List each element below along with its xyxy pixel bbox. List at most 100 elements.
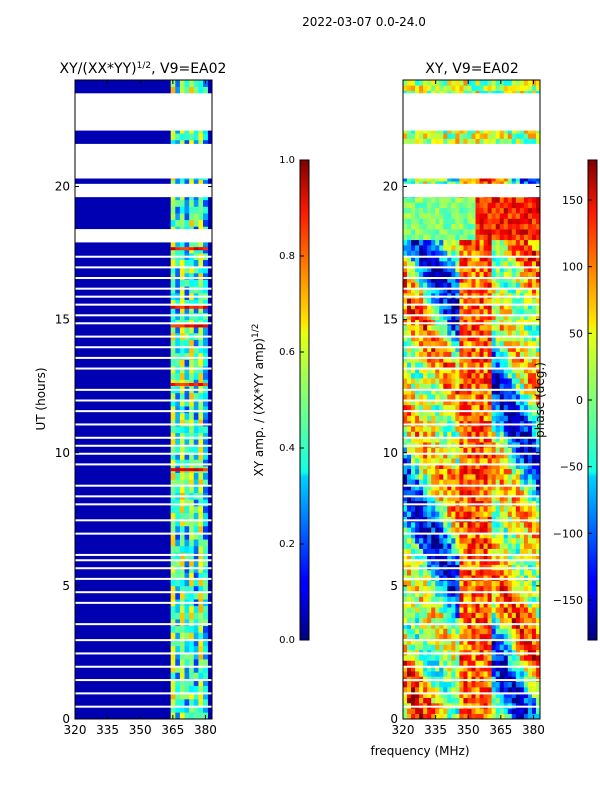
heatmap-cell bbox=[411, 692, 416, 698]
heatmap-cell bbox=[527, 250, 533, 257]
heatmap-cell bbox=[415, 175, 420, 182]
heatmap-cell bbox=[423, 633, 428, 640]
heatmap-cell bbox=[198, 712, 204, 719]
heatmap-cell bbox=[431, 607, 436, 613]
heatmap-cell bbox=[423, 490, 428, 496]
heatmap-cell bbox=[203, 519, 208, 527]
heatmap-cell bbox=[475, 644, 480, 651]
heatmap-cell bbox=[427, 537, 432, 544]
heatmap-cell bbox=[193, 412, 199, 420]
heatmap-cell bbox=[483, 553, 488, 560]
heatmap-cell bbox=[411, 202, 416, 209]
heatmap-cell bbox=[184, 672, 190, 680]
heatmap-cell bbox=[427, 234, 432, 241]
heatmap-cell bbox=[179, 382, 185, 386]
heatmap-cell bbox=[423, 474, 428, 480]
heatmap-cell bbox=[189, 382, 195, 386]
heatmap-cell bbox=[435, 362, 440, 368]
heatmap-cell bbox=[487, 521, 492, 528]
heatmap-cell bbox=[198, 579, 204, 587]
heatmap-cell bbox=[459, 511, 464, 517]
flagged-row bbox=[75, 266, 212, 269]
heatmap-cell bbox=[531, 282, 537, 288]
heatmap-cell bbox=[507, 692, 513, 698]
heatmap-cell bbox=[411, 671, 416, 677]
heatmap-cell bbox=[451, 308, 456, 315]
heatmap-cell bbox=[439, 474, 444, 480]
heatmap-cell bbox=[487, 229, 492, 235]
heatmap-cell bbox=[407, 340, 412, 347]
heatmap-cell bbox=[471, 468, 476, 475]
heatmap-cell bbox=[419, 639, 424, 645]
heatmap-cell bbox=[503, 537, 509, 544]
heatmap-cell bbox=[451, 271, 456, 278]
heatmap-cell bbox=[170, 472, 176, 480]
data-gap bbox=[403, 143, 540, 179]
heatmap-cell bbox=[507, 681, 513, 688]
heatmap-cell bbox=[403, 537, 408, 544]
heatmap-cell bbox=[535, 708, 540, 714]
heatmap-cell bbox=[455, 404, 460, 411]
heatmap-cell bbox=[179, 552, 185, 560]
heatmap-cell bbox=[515, 431, 521, 438]
heatmap-cell bbox=[523, 665, 529, 672]
heatmap-cell bbox=[175, 592, 181, 600]
heatmap-cell bbox=[198, 452, 204, 460]
heatmap-cell bbox=[423, 527, 428, 533]
heatmap-cell bbox=[515, 569, 521, 576]
heatmap-cell bbox=[519, 378, 525, 384]
heatmap-cell bbox=[527, 351, 533, 358]
heatmap-cell bbox=[519, 681, 525, 688]
heatmap-cell bbox=[475, 415, 480, 422]
heatmap-cell bbox=[475, 532, 480, 539]
heatmap-cell bbox=[193, 612, 199, 620]
heatmap-cell bbox=[435, 356, 440, 363]
heatmap-cell bbox=[435, 330, 440, 336]
heatmap-cell bbox=[531, 335, 537, 342]
heatmap-cell bbox=[447, 378, 452, 384]
heatmap-cell bbox=[487, 394, 492, 400]
heatmap-cell bbox=[189, 605, 195, 613]
heatmap-cell bbox=[427, 202, 432, 209]
heatmap-cell bbox=[499, 623, 505, 629]
heatmap-cell bbox=[184, 392, 190, 400]
heatmap-cell bbox=[463, 607, 468, 613]
heatmap-cell bbox=[198, 366, 204, 374]
heatmap-cell bbox=[499, 271, 505, 278]
heatmap-cell bbox=[411, 495, 416, 501]
heatmap-cell bbox=[471, 708, 476, 714]
heatmap-cell bbox=[531, 394, 537, 400]
heatmap-cell bbox=[415, 490, 420, 496]
heatmap-cell bbox=[439, 133, 444, 139]
heatmap-cell bbox=[467, 553, 472, 560]
heatmap-cell bbox=[203, 699, 208, 706]
heatmap-cell bbox=[503, 559, 509, 565]
heatmap-cell bbox=[495, 394, 501, 400]
amplitude-colorbar-ticks: 0.00.20.40.60.81.0 bbox=[279, 155, 304, 646]
phase-panel-title: XY, V9=EA02 bbox=[425, 61, 519, 77]
heatmap-cell bbox=[415, 585, 420, 592]
heatmap-cell bbox=[184, 506, 190, 513]
heatmap-cell bbox=[459, 218, 464, 225]
heatmap-cell bbox=[503, 479, 509, 485]
heatmap-cell bbox=[179, 639, 185, 647]
heatmap-cell bbox=[463, 138, 468, 145]
heatmap-cell bbox=[198, 632, 204, 640]
heatmap-cell bbox=[535, 234, 540, 241]
heatmap-cell bbox=[427, 133, 432, 139]
heatmap-cell bbox=[439, 415, 444, 422]
heatmap-cell bbox=[479, 261, 484, 267]
heatmap-cell bbox=[435, 271, 440, 278]
heatmap-cell bbox=[427, 490, 432, 496]
heatmap-cell bbox=[491, 479, 496, 485]
heatmap-cell bbox=[198, 519, 204, 527]
heatmap-cell bbox=[407, 399, 412, 406]
heatmap-cell bbox=[471, 607, 476, 613]
flagged-row bbox=[75, 652, 212, 655]
heatmap-cell bbox=[515, 426, 521, 432]
heatmap-cell bbox=[527, 335, 533, 342]
heatmap-cell bbox=[511, 612, 517, 619]
heatmap-cell bbox=[435, 388, 440, 395]
heatmap-cell bbox=[407, 607, 412, 613]
heatmap-cell bbox=[419, 708, 424, 714]
